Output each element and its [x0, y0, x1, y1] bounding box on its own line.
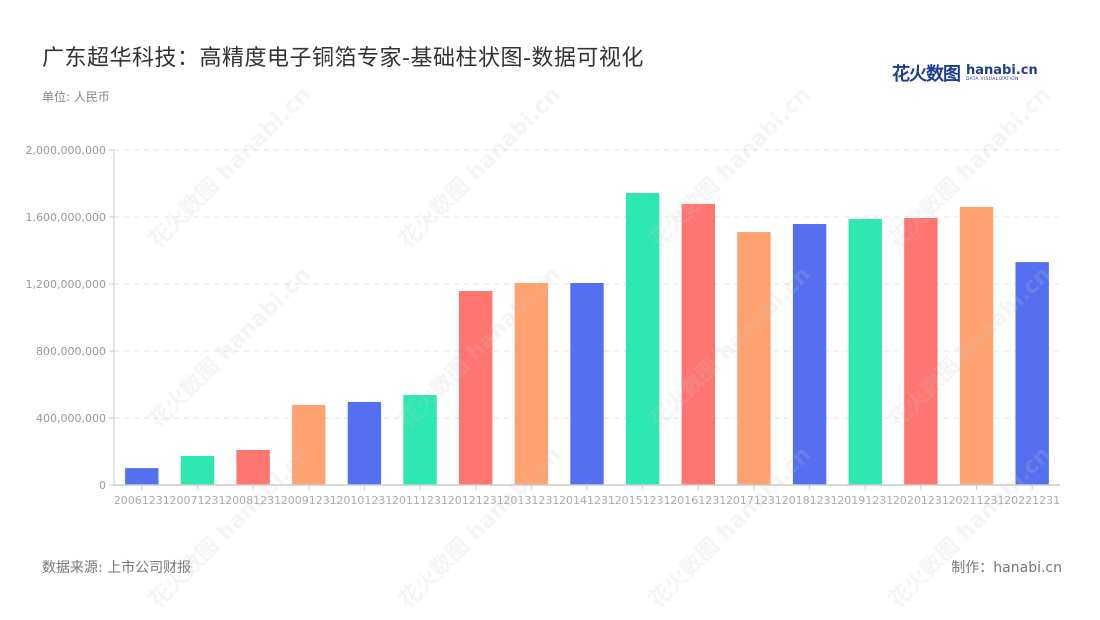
bar-20171231[interactable] [737, 232, 771, 485]
x-tick-label: 20201231 [893, 494, 949, 507]
x-tick-label: 20071231 [169, 494, 225, 507]
x-tick-label: 20171231 [726, 494, 782, 507]
unit-label: 单位: 人民币 [42, 90, 110, 104]
x-tick-label: 20061231 [114, 494, 170, 507]
x-tick-label: 20151231 [615, 494, 671, 507]
bar-20181231[interactable] [792, 224, 827, 485]
x-tick-label: 20121231 [448, 494, 504, 507]
y-tick-label: 800,000,000 [36, 345, 106, 358]
x-axis: 20061231 20071231 20081231 20091231 20101231… [114, 484, 1060, 507]
x-tick-label: 20141231 [559, 494, 615, 507]
x-tick-label: 20161231 [670, 494, 726, 507]
x-tick-label: 20211231 [949, 494, 1005, 507]
x-tick-label: 20081231 [225, 494, 281, 507]
bar-20071231[interactable] [180, 456, 215, 485]
y-tick-label: 0 [99, 479, 106, 492]
y-tick-label: 400,000,000 [36, 412, 106, 425]
bar-20161231[interactable] [681, 203, 715, 485]
y-axis: 0 400,000,000 800,000,000 1,200,000,000 1,60… [26, 144, 115, 492]
bar-20101231[interactable] [347, 401, 382, 485]
bar-20201231[interactable] [904, 218, 938, 485]
bar-20151231[interactable] [625, 193, 660, 486]
bar-20191231[interactable] [848, 219, 882, 485]
credit: 制作：hanabi.cn [951, 560, 1062, 576]
y-tick-label: 1,600,000,000 [26, 211, 106, 224]
bar-20141231[interactable] [570, 282, 604, 485]
x-tick-label: 20181231 [782, 494, 838, 507]
logo-en-block: hanabi.cn DATA VISUALIZATION [966, 64, 1038, 83]
bar-20221231[interactable] [1015, 262, 1049, 485]
y-tick-label: 2,000,000,000 [26, 144, 106, 157]
bar-20081231[interactable] [236, 449, 270, 485]
x-tick-label: 20131231 [503, 494, 559, 507]
chart-title: 广东超华科技：高精度电子铜箔专家-基础柱状图-数据可视化 [42, 46, 644, 71]
bar-20211231[interactable] [959, 206, 994, 485]
x-tick-label: 20191231 [837, 494, 893, 507]
logo-subtitle: DATA VISUALIZATION [966, 76, 1019, 82]
bar-20121231[interactable] [459, 291, 493, 485]
logo-cn-text: 花火数图 [892, 64, 961, 85]
data-source: 数据来源: 上市公司财报 [42, 560, 192, 576]
brand-logo: 花火数图 hanabi.cn DATA VISUALIZATION [892, 60, 1038, 86]
bars [125, 193, 1049, 486]
bar-20091231[interactable] [292, 404, 326, 485]
x-tick-label: 20091231 [281, 494, 337, 507]
x-tick-label: 20111231 [392, 494, 448, 507]
bar-20111231[interactable] [403, 395, 437, 485]
x-tick-label: 20101231 [336, 494, 392, 507]
logo-en-text: hanabi.cn [966, 62, 1038, 78]
x-tick-label: 20221231 [1004, 494, 1060, 507]
bar-20131231[interactable] [514, 282, 549, 485]
y-tick-label: 1,200,000,000 [26, 278, 106, 291]
bar-20061231[interactable] [125, 468, 159, 485]
